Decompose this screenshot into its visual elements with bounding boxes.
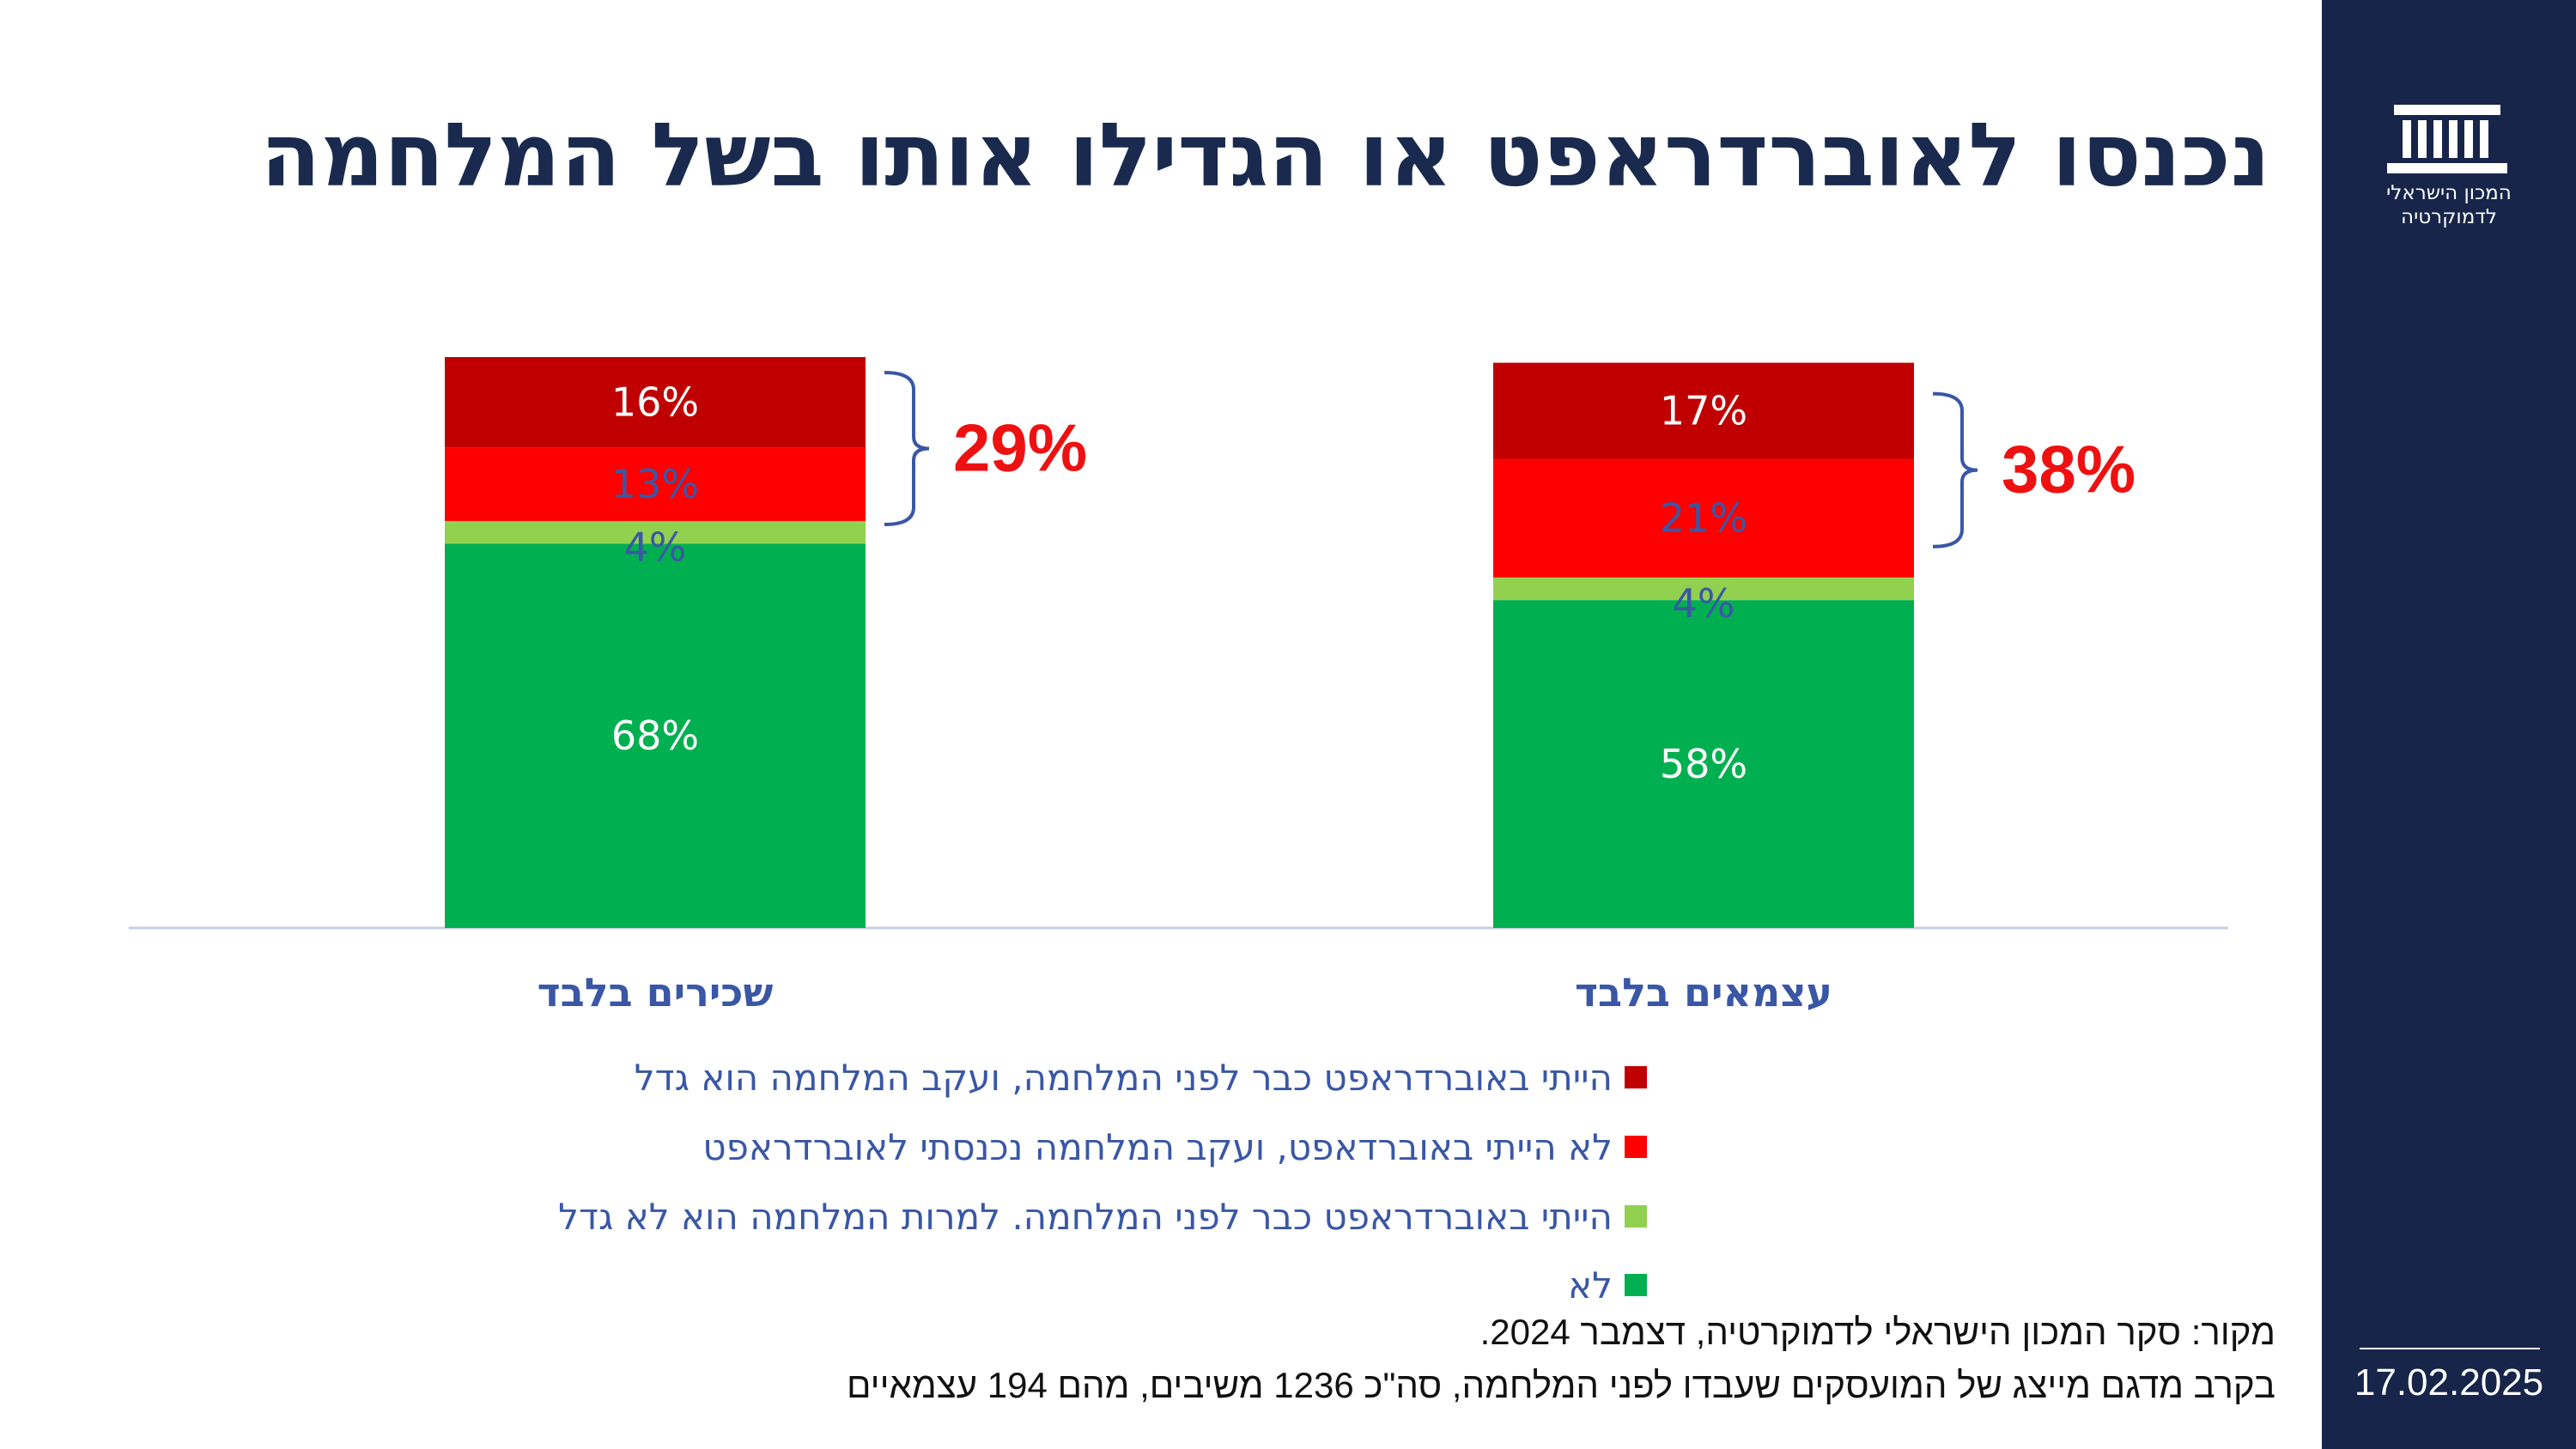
category-label-employees: שכירים בלבד <box>538 969 774 1016</box>
data-label-employees-overdraft-not-grew: 4% <box>624 524 687 570</box>
source-line-2: בקרב מדגם מייצג של המועסקים שעבדו לפני ה… <box>847 1365 2275 1405</box>
institute-logo-icon <box>2387 105 2507 173</box>
data-label-self-employed-overdraft-not-grew: 4% <box>1673 580 1735 627</box>
data-label-employees-no: 68% <box>611 712 699 759</box>
legend-item-no: לא <box>1568 1259 1647 1311</box>
bracket-self-employed <box>1932 391 1978 549</box>
logo-text-line1: המכון הישראלי <box>2386 182 2512 204</box>
data-label-employees-entered-overdraft: 13% <box>611 461 699 507</box>
legend-swatch-no <box>1625 1274 1647 1296</box>
bar-segment-employees-overdraft-grew <box>445 357 866 448</box>
bar-segment-self-employed-no <box>1493 600 1914 928</box>
legend-item-entered-overdraft: לא הייתי באוברדאפט, ועקב המלחמה נכנסתי ל… <box>702 1121 1647 1173</box>
legend-label-overdraft-not-grew: הייתי באוברדראפט כבר לפני המלחמה. למרות … <box>558 1195 1613 1238</box>
bar-segment-self-employed-entered-overdraft <box>1493 458 1914 578</box>
legend-swatch-entered-overdraft <box>1625 1136 1647 1158</box>
presentation-date: 17.02.2025 <box>2354 1361 2544 1404</box>
sidebar-divider <box>2360 1348 2540 1349</box>
legend-label-entered-overdraft: לא הייתי באוברדאפט, ועקב המלחמה נכנסתי ל… <box>702 1125 1613 1168</box>
bar-segment-self-employed-overdraft-grew <box>1493 362 1914 459</box>
bar-segment-employees-entered-overdraft <box>445 447 866 521</box>
legend-label-no: לא <box>1568 1264 1613 1307</box>
sidebar <box>2322 0 2576 1449</box>
data-label-self-employed-entered-overdraft: 21% <box>1660 495 1747 542</box>
callout-total-employees: 29% <box>953 409 1087 485</box>
legend-label-overdraft-grew: הייתי באוברדראפט כבר לפני המלחמה, ועקב ה… <box>634 1056 1613 1099</box>
category-label-self-employed: עצמאים בלבד <box>1575 969 1832 1016</box>
data-label-self-employed-no: 58% <box>1660 741 1747 787</box>
stacked-bar-chart: 68% 4% 13% 16% שכירים בלבד 29% 58% 4% 21% 17% עצמא… <box>129 357 2228 1016</box>
bracket-employees <box>884 371 930 526</box>
bar-segment-employees-overdraft-not-grew <box>445 520 866 544</box>
bar-segment-employees-no <box>445 543 866 928</box>
bar-segment-self-employed-overdraft-not-grew <box>1493 577 1914 601</box>
data-label-employees-overdraft-grew: 16% <box>611 379 699 426</box>
legend-swatch-overdraft-not-grew <box>1625 1205 1647 1228</box>
logo-text-line2: לדמוקרטיה <box>2401 206 2497 228</box>
legend-item-overdraft-not-grew: הייתי באוברדראפט כבר לפני המלחמה. למרות … <box>558 1191 1647 1242</box>
legend-item-overdraft-grew: הייתי באוברדראפט כבר לפני המלחמה, ועקב ה… <box>635 1052 1647 1103</box>
data-label-self-employed-overdraft-grew: 17% <box>1660 388 1747 434</box>
callout-total-self-employed: 38% <box>2002 432 2136 507</box>
source-line-1: מקור: סקר המכון הישראלי לדמוקרטיה, דצמבר… <box>1479 1312 2275 1352</box>
legend-swatch-overdraft-grew <box>1625 1066 1647 1088</box>
chart-title: נכנסו לאוברדראפט או הגדילו אותו בשל המלח… <box>260 105 2270 207</box>
